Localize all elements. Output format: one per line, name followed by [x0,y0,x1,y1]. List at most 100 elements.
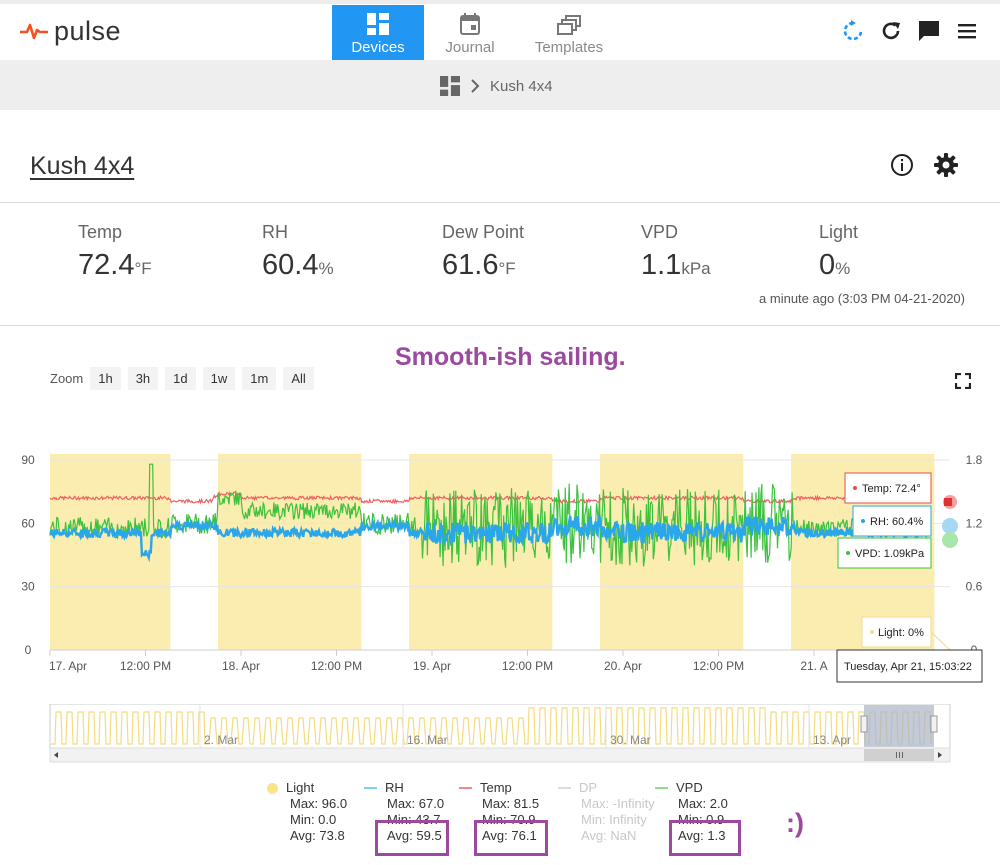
legend-min: Min: 43.7 [387,812,441,827]
templates-icon [557,15,581,35]
last-updated: a minute ago (3:03 PM 04-21-2020) [759,291,965,306]
stat-light: Light 0% [819,222,858,282]
y-right-tick-label: 0.6 [966,580,983,594]
tab-journal[interactable]: Journal [424,5,516,60]
zoom-1w-button[interactable]: 1w [202,367,236,390]
scroll-right-arrow[interactable] [938,752,942,758]
chat-icon[interactable] [918,20,940,42]
gear-icon[interactable] [934,153,958,177]
rh-marker [942,518,958,534]
highlight-box [375,820,449,856]
legend-min: Min: 0.9 [678,812,725,827]
zoom-1h-button[interactable]: 1h [90,367,121,390]
stat-unit: °F [134,259,152,278]
refresh-icon[interactable] [880,20,902,42]
zoom-1m-button[interactable]: 1m [242,367,277,390]
light-band [218,454,362,650]
legend-name: VPD [676,780,703,795]
legend-item-light[interactable]: Light Max: 96.0 Min: 0.0 Avg: 73.8 [267,780,348,844]
info-icon[interactable] [890,153,914,177]
stat-label: VPD [641,222,679,242]
dashboard-icon[interactable] [440,76,460,96]
navigator-scrollbar[interactable] [49,747,951,763]
stat-unit: % [835,259,851,278]
stat-label: Dew Point [442,222,525,242]
legend-item-temp[interactable]: Temp Max: 81.5 Min: 70.9 Avg: 76.1 [459,780,539,844]
highlight-box [474,820,548,856]
zoom-label: Zoom [50,371,84,386]
y-right-tick-label: 1.2 [966,516,983,530]
top-bar: pulse Devices Journal Templates [0,0,1000,60]
sync-icon[interactable] [842,20,864,42]
zoom-1d-button[interactable]: 1d [165,367,196,390]
light-band [50,454,171,650]
x-tick-label: 19. Apr [413,659,451,673]
pulse-logo-icon [20,23,48,40]
breadcrumb-current: Kush 4x4 [490,77,553,95]
tab-devices[interactable]: Devices [332,5,424,60]
stat-label: Light [819,222,859,242]
legend-item-dp[interactable]: DP Max: -Infinity Min: Infinity Avg: NaN [558,780,655,844]
legend-avg: Avg: 59.5 [387,828,442,843]
legend-swatch [655,787,668,789]
x-tick-label: 12:00 PM [311,659,362,673]
tab-templates[interactable]: Templates [522,5,616,60]
logo[interactable]: pulse [20,14,121,48]
navigator-tick-label: 13. Apr [813,733,851,747]
navigator-left-handle[interactable] [860,715,868,733]
annotation-smile: :) [786,808,804,838]
navigator-selection[interactable] [864,705,934,747]
time-tooltip-text: Tuesday, Apr 21, 15:03:22 [844,661,972,673]
menu-icon[interactable] [956,20,978,42]
legend-name: Temp [480,780,512,795]
zoom-all-button[interactable]: All [283,367,314,390]
stat-value: 60.4 [262,249,319,281]
divider [0,325,1000,326]
y-left-tick-label: 90 [21,453,35,467]
tab-templates-label: Templates [534,39,604,56]
calendar-icon [460,13,480,35]
legend-swatch [558,787,571,789]
legend-max: Max: 2.0 [678,796,728,811]
x-tick-label: 12:00 PM [502,659,553,673]
legend-max: Max: 96.0 [290,796,348,811]
rh-tooltip: RH: 60.4% [852,505,932,537]
stat-label: Temp [78,222,123,242]
tab-journal-label: Journal [445,39,495,56]
fullscreen-icon[interactable] [955,373,971,389]
scroll-left-arrow[interactable] [54,752,58,758]
navigator-right-handle[interactable] [930,715,938,733]
legend-swatch [459,787,472,789]
y-left-tick-label: 60 [21,516,35,530]
navigator-tick-label: 2. Mar [204,733,238,747]
chevron-right-icon [471,79,480,93]
legend-avg: Avg: 73.8 [290,828,345,843]
rh-series-line [49,514,931,563]
legend-avg: Avg: 1.3 [678,828,726,843]
legend-item-vpd[interactable]: VPD Max: 2.0 Min: 0.9 Avg: 1.3 [655,780,728,844]
chart-legend: Light Max: 96.0 Min: 0.0 Avg: 73.8 RH Max:… [265,780,745,860]
zoom-3h-button[interactable]: 3h [127,367,159,390]
temp-series-line [49,491,931,505]
vpd-tooltip-text: VPD: 1.09kPa [855,548,925,560]
range-navigator[interactable]: 2. Mar 16. Mar 30. Mar 13. Apr [0,704,1000,764]
legend-max: Max: -Infinity [581,796,655,811]
stat-temp: Temp 72.4°F [78,222,152,282]
stat-value: 72.4 [78,249,135,281]
light-tooltip: Light: 0% [861,616,932,648]
tab-devices-label: Devices [351,39,405,56]
stat-dew-point: Dew Point 61.6°F [442,222,524,282]
breadcrumb: Kush 4x4 [440,76,553,96]
legend-item-rh[interactable]: RH Max: 67.0 Min: 43.7 Avg: 59.5 [364,780,444,844]
y-right-tick-label: 1.8 [966,453,983,467]
x-tick-label: 20. Apr [604,659,642,673]
y-left-tick-label: 30 [21,580,35,594]
rh-tooltip-text: RH: 60.4% [870,516,923,528]
device-title[interactable]: Kush 4x4 [30,152,135,180]
legend-avg: Avg: NaN [581,828,637,843]
time-tooltip: Tuesday, Apr 21, 15:03:22 [836,649,983,683]
temp-tooltip: Temp: 72.4° [844,472,932,504]
temp-tooltip-text: Temp: 72.4° [862,483,921,495]
